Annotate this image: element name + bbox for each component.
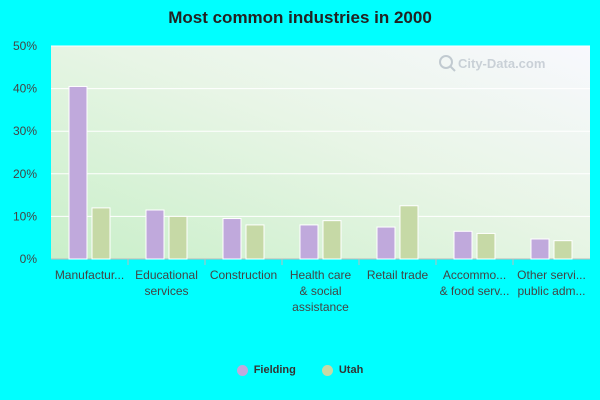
bar-fielding-6 <box>530 238 550 260</box>
x-category-label: Retail trade <box>367 268 429 282</box>
y-tick-label: 0% <box>20 252 38 266</box>
watermark-logo: City-Data.com <box>439 55 545 72</box>
y-tick-label: 20% <box>13 167 37 181</box>
bar-fielding-3 <box>299 224 319 260</box>
legend-label-utah: Utah <box>338 364 364 376</box>
y-tick-label: 50% <box>13 39 37 53</box>
bar-fielding-2 <box>222 218 242 260</box>
legend: Fielding Utah <box>0 364 600 376</box>
x-category-label: public adm... <box>517 284 585 298</box>
legend-swatch-fielding <box>236 364 248 376</box>
x-category-label: & food serv... <box>440 284 510 298</box>
bar-fielding-0 <box>68 85 88 260</box>
y-tick-label: 10% <box>13 209 37 223</box>
bar-utah-4 <box>399 205 419 260</box>
x-category-label: services <box>144 284 188 298</box>
x-category-label: Health care <box>290 268 352 282</box>
y-tick-label: 30% <box>13 124 37 138</box>
x-category-label: Other servi... <box>517 268 586 282</box>
legend-label-fielding: Fielding <box>253 364 296 376</box>
legend-item-utah: Utah <box>321 364 364 376</box>
plot-area <box>51 46 590 259</box>
x-category-label: assistance <box>292 300 349 314</box>
bar-fielding-4 <box>376 226 396 260</box>
svg-text:City-Data.com: City-Data.com <box>458 56 545 71</box>
bar-utah-6 <box>553 240 573 260</box>
bar-utah-1 <box>168 215 188 260</box>
x-category-label: Accommo... <box>443 268 506 282</box>
bar-fielding-5 <box>453 230 473 260</box>
x-category-label: Construction <box>210 268 277 282</box>
legend-swatch-utah <box>321 364 333 376</box>
x-category-label: Manufactur... <box>55 268 124 282</box>
bar-utah-5 <box>476 232 496 260</box>
bar-utah-2 <box>245 224 265 260</box>
x-category-label: & social <box>299 284 341 298</box>
bar-utah-3 <box>322 220 342 260</box>
bar-utah-0 <box>91 207 111 260</box>
y-tick-label: 40% <box>13 82 37 96</box>
bar-fielding-1 <box>145 209 165 260</box>
x-category-label: Educational <box>135 268 198 282</box>
chart-title: Most common industries in 2000 <box>168 8 432 27</box>
legend-item-fielding: Fielding <box>236 364 296 376</box>
